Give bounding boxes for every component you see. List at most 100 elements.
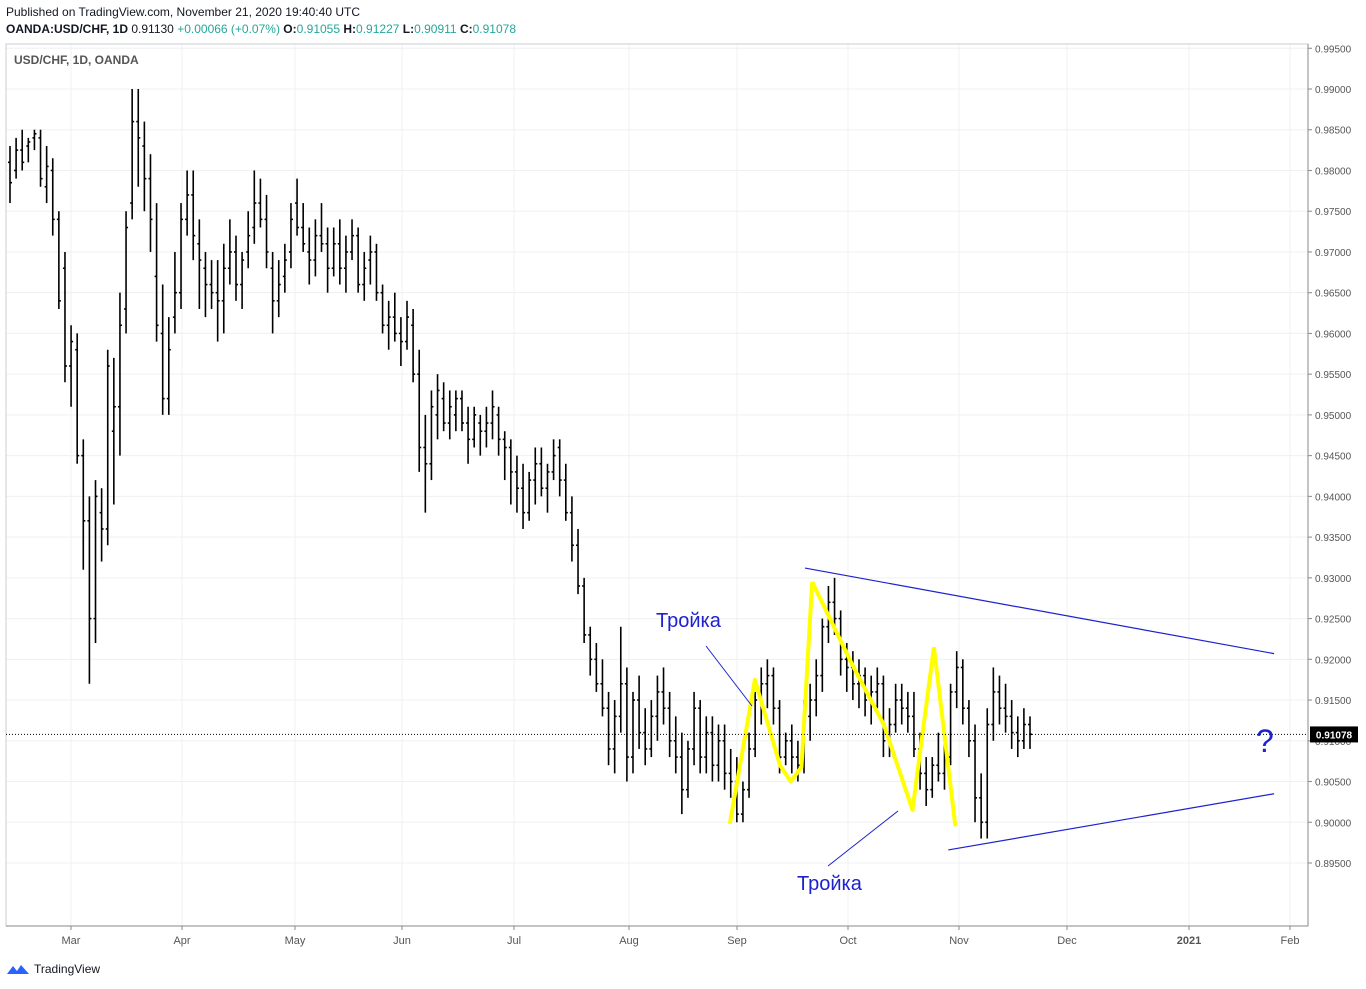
ohlc-bar <box>698 700 703 774</box>
ohlc-bar <box>924 757 929 806</box>
y-tick-label: 0.90000 <box>1315 818 1352 829</box>
trendlines[interactable] <box>804 567 1275 851</box>
ohlc-bar <box>441 382 446 432</box>
y-tick-label: 0.96000 <box>1315 329 1352 340</box>
ohlc-bar <box>1009 700 1014 749</box>
x-tick-label: Dec <box>1057 935 1077 947</box>
x-tick-label: Oct <box>839 935 856 947</box>
y-tick-label: 0.92500 <box>1315 615 1352 626</box>
footer-brand: TradingView <box>34 962 101 976</box>
ohlc-bar <box>111 357 116 505</box>
ohlc-bar <box>337 219 342 285</box>
ohlc-bar <box>692 691 697 766</box>
ohlc-bar <box>600 659 605 717</box>
ohlc-bar <box>716 724 721 782</box>
ohlc-bar <box>301 203 306 252</box>
ohlc-bar <box>44 146 49 204</box>
published-note: Published on TradingView.com, November 2… <box>6 5 360 19</box>
ohlc-bar <box>875 667 880 709</box>
ohlc-bar <box>160 284 165 415</box>
ohlc-bars <box>8 89 1032 839</box>
ohlc-bar <box>325 227 330 293</box>
last-price: 0.91130 <box>131 22 174 36</box>
ohlc-bar <box>685 740 690 798</box>
close-value: 0.91078 <box>472 22 517 36</box>
time-axis[interactable]: Mar Apr May Jun Jul Aug Sep Oct Nov Dec 2021 Feb <box>62 926 1300 947</box>
y-tick-label: 0.94000 <box>1315 492 1352 503</box>
y-tick-label: 0.97500 <box>1315 207 1352 218</box>
ohlc-bar <box>197 219 202 309</box>
ohlc-bar <box>527 471 532 521</box>
ohlc-bar <box>747 732 752 798</box>
ohlc-bar <box>246 211 251 269</box>
ohlc-bar <box>514 455 519 513</box>
ohlc-bar <box>392 292 397 342</box>
annotations: Тройка Тройка ? <box>656 610 1274 895</box>
ohlc-bar <box>985 708 990 839</box>
y-tick-label: 0.90500 <box>1315 778 1352 789</box>
ohlc-bar <box>81 439 86 570</box>
y-tick-label: 0.93000 <box>1315 574 1352 585</box>
ohlc-bar <box>673 716 678 774</box>
ohlc-bar <box>563 463 568 521</box>
ohlc-bar <box>960 659 965 725</box>
trendline-upper[interactable] <box>804 567 1275 655</box>
ohlc-bar <box>966 700 971 758</box>
open-value: 0.91055 <box>296 22 341 36</box>
ohlc-bar <box>447 390 452 440</box>
ohlc-bar <box>1028 716 1032 749</box>
grid <box>6 44 1308 926</box>
ohlc-bar <box>539 447 544 497</box>
ohlc-bar <box>154 203 159 342</box>
open-label: O: <box>283 22 297 36</box>
ohlc-bar <box>783 732 788 766</box>
ohlc-bar <box>350 219 355 261</box>
ohlc-bar <box>1015 716 1020 758</box>
ohlc-bar <box>258 178 263 228</box>
ohlc-bar <box>8 146 12 204</box>
ohlc-bar <box>459 390 464 432</box>
ohlc-legend: OANDA:USD/CHF, 1D 0.91130 +0.00066 (+0.0… <box>6 22 516 36</box>
ohlc-bar <box>508 439 513 505</box>
highlight-path <box>810 581 936 812</box>
ohlc-bar <box>808 683 813 741</box>
x-tick-label: Nov <box>949 935 969 947</box>
annotation-troika-2: Тройка <box>797 873 863 895</box>
symbol-label[interactable]: OANDA:USD/CHF, 1D <box>6 22 129 36</box>
ohlc-bar <box>227 219 232 285</box>
ohlc-bar <box>679 732 684 815</box>
y-tick-label: 0.97000 <box>1315 248 1352 259</box>
ohlc-bar <box>26 137 31 163</box>
ohlc-bar <box>185 170 190 236</box>
ohlc-bar <box>453 390 458 432</box>
ohlc-bar <box>606 691 611 766</box>
ohlc-bar <box>930 757 935 798</box>
price-axis[interactable]: 0.99500 0.99000 0.98500 0.98000 0.97500 0.970… <box>1308 44 1352 870</box>
ohlc-bar <box>380 284 385 334</box>
ohlc-bar <box>270 251 275 334</box>
ohlc-bar <box>417 349 422 472</box>
ohlc-bar <box>661 667 666 725</box>
low-label: L: <box>402 22 415 36</box>
ohlc-bar <box>221 243 226 334</box>
last-price-badge <box>1310 726 1358 743</box>
ohlc-bar <box>142 121 147 212</box>
ohlc-bar <box>313 219 318 277</box>
ohlc-bar <box>484 406 489 448</box>
high-label: H: <box>343 22 357 36</box>
trendline-lower[interactable] <box>948 793 1275 851</box>
tradingview-footer[interactable]: TradingView <box>6 962 100 976</box>
ohlc-bar <box>899 683 904 725</box>
ohlc-bar <box>551 439 556 481</box>
ohlc-bar <box>954 651 959 709</box>
ohlc-bar <box>973 724 978 823</box>
ohlc-bar <box>710 716 715 782</box>
y-tick-label: 0.99000 <box>1315 85 1352 96</box>
x-tick-label: Apr <box>173 935 190 947</box>
ohlc-bar <box>172 251 177 334</box>
ohlc-bar <box>612 700 617 774</box>
ohlc-bar <box>191 170 196 261</box>
ohlc-bar <box>722 724 727 790</box>
ohlc-bar <box>814 659 819 717</box>
